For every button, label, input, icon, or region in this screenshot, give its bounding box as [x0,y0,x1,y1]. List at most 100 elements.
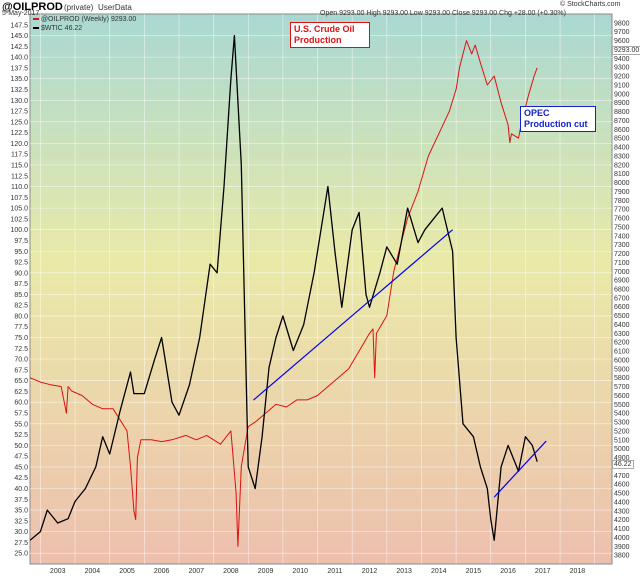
left-tick-label: 100.0 [10,227,28,234]
right-tick-label: 8400 [614,145,630,152]
x-tick-label: 2013 [396,568,412,575]
right-tick-label: 9000 [614,91,630,98]
right-tick-label: 4300 [614,508,630,515]
left-tick-label: 147.5 [10,22,28,29]
right-tick-label: 8800 [614,109,630,116]
right-tick-label: 7600 [614,216,630,223]
left-tick-label: 35.0 [14,508,28,515]
legend-swatch-wtic [33,27,39,30]
left-tick-label: 75.0 [14,335,28,342]
left-tick-label: 27.5 [14,540,28,547]
x-tick-label: 2015 [466,568,482,575]
left-tick-label: 40.0 [14,486,28,493]
x-tick-label: 2009 [258,568,274,575]
right-tick-label: 4700 [614,473,630,480]
wtic-last-label: 46.22 [612,460,634,469]
x-tick-label: 2018 [570,568,586,575]
annotation-opec: OPEC Production cut [520,106,596,132]
left-tick-label: 85.0 [14,292,28,299]
left-tick-label: 25.0 [14,551,28,558]
right-tick-label: 8200 [614,162,630,169]
right-tick-label: 9300 [614,65,630,72]
right-tick-label: 7100 [614,260,630,267]
legend-oilprod-label: @OILPROD (Weekly) 9293.00 [40,16,137,23]
x-axis: 2003 2004 2005 2006 2007 2008 2009 2010 2011 2012… [50,568,585,575]
left-tick-label: 132.5 [10,87,28,94]
x-tick-label: 2010 [292,568,308,575]
left-tick-label: 117.5 [11,152,28,159]
left-tick-label: 55.0 [14,421,28,428]
left-tick-label: 127.5 [10,109,28,116]
right-tick-label: 7000 [614,269,630,276]
left-tick-label: 125.0 [10,119,28,126]
x-tick-label: 2014 [431,568,447,575]
right-tick-label: 9700 [614,29,630,36]
right-tick-label: 6400 [614,322,630,329]
right-tick-label: 7500 [614,224,630,231]
series-wtic-line [30,34,538,541]
userdata-tag: UserData [98,3,132,12]
left-tick-label: 115.0 [11,162,28,169]
right-tick-label: 7200 [614,251,630,258]
oilprod-last-label: 9293.00 [612,46,640,55]
left-tick-label: 30.0 [14,529,28,536]
right-tick-label: 6300 [614,331,630,338]
left-tick-label: 32.5 [14,518,28,525]
right-tick-label: 7800 [614,198,630,205]
right-tick-label: 7300 [614,242,630,249]
right-tick-label: 8100 [614,171,630,178]
right-tick-label: 3900 [614,544,630,551]
left-tick-label: 87.5 [14,281,28,288]
left-tick-label: 137.5 [10,65,28,72]
right-tick-label: 6800 [614,287,630,294]
right-tick-label: 8300 [614,153,630,160]
right-tick-label: 8700 [614,118,630,125]
left-tick-label: 47.5 [14,454,28,461]
left-tick-label: 135.0 [10,76,28,83]
right-tick-label: 9800 [614,20,630,27]
right-tick-label: 9200 [614,74,630,81]
right-tick-label: 8600 [614,127,630,134]
plot-area [29,13,613,565]
right-tick-label: 4900 [614,455,630,462]
private-tag: (private) [64,3,94,12]
annotation-us-crude: U.S. Crude Oil Production [290,22,370,48]
left-tick-label: 42.5 [14,475,28,482]
left-tick-label: 90.0 [14,270,28,277]
left-tick-label: 105.0 [10,206,28,213]
legend-oilprod: @OILPROD (Weekly) 9293.00 [33,16,136,23]
right-tick-label: 8900 [614,100,630,107]
right-tick-label: 6900 [614,278,630,285]
symbol-title: @OILPROD [2,1,63,13]
left-tick-label: 65.0 [14,378,28,385]
right-tick-label: 9600 [614,38,630,45]
left-tick-label: 97.5 [14,238,28,245]
left-tick-label: 57.5 [14,411,28,418]
right-tick-label: 9400 [614,56,630,63]
left-tick-label: 62.5 [14,389,28,396]
left-axis: 25.0 27.5 30.0 32.5 35.0 37.5 40.0 42.5 45.0 47.5… [10,22,28,557]
right-tick-label: 6200 [614,340,630,347]
right-tick-label: 8000 [614,180,630,187]
x-tick-label: 2006 [154,568,170,575]
right-tick-label: 6700 [614,295,630,302]
x-tick-label: 2003 [50,568,66,575]
right-tick-label: 5100 [614,437,630,444]
right-tick-label: 5800 [614,375,630,382]
right-tick-label: 4200 [614,517,630,524]
right-tick-label: 6000 [614,357,630,364]
x-tick-label: 2017 [535,568,551,575]
right-tick-label: 9100 [614,82,630,89]
legend-swatch-oilprod [33,18,39,21]
left-tick-label: 67.5 [14,367,28,374]
left-tick-label: 107.5 [10,195,28,202]
left-tick-label: 112.5 [11,173,28,180]
right-tick-label: 5300 [614,420,630,427]
left-tick-label: 142.5 [10,44,28,51]
trendline-1 [253,229,454,401]
x-tick-label: 2016 [500,568,516,575]
right-tick-label: 4500 [614,491,630,498]
left-tick-label: 80.0 [14,313,28,320]
